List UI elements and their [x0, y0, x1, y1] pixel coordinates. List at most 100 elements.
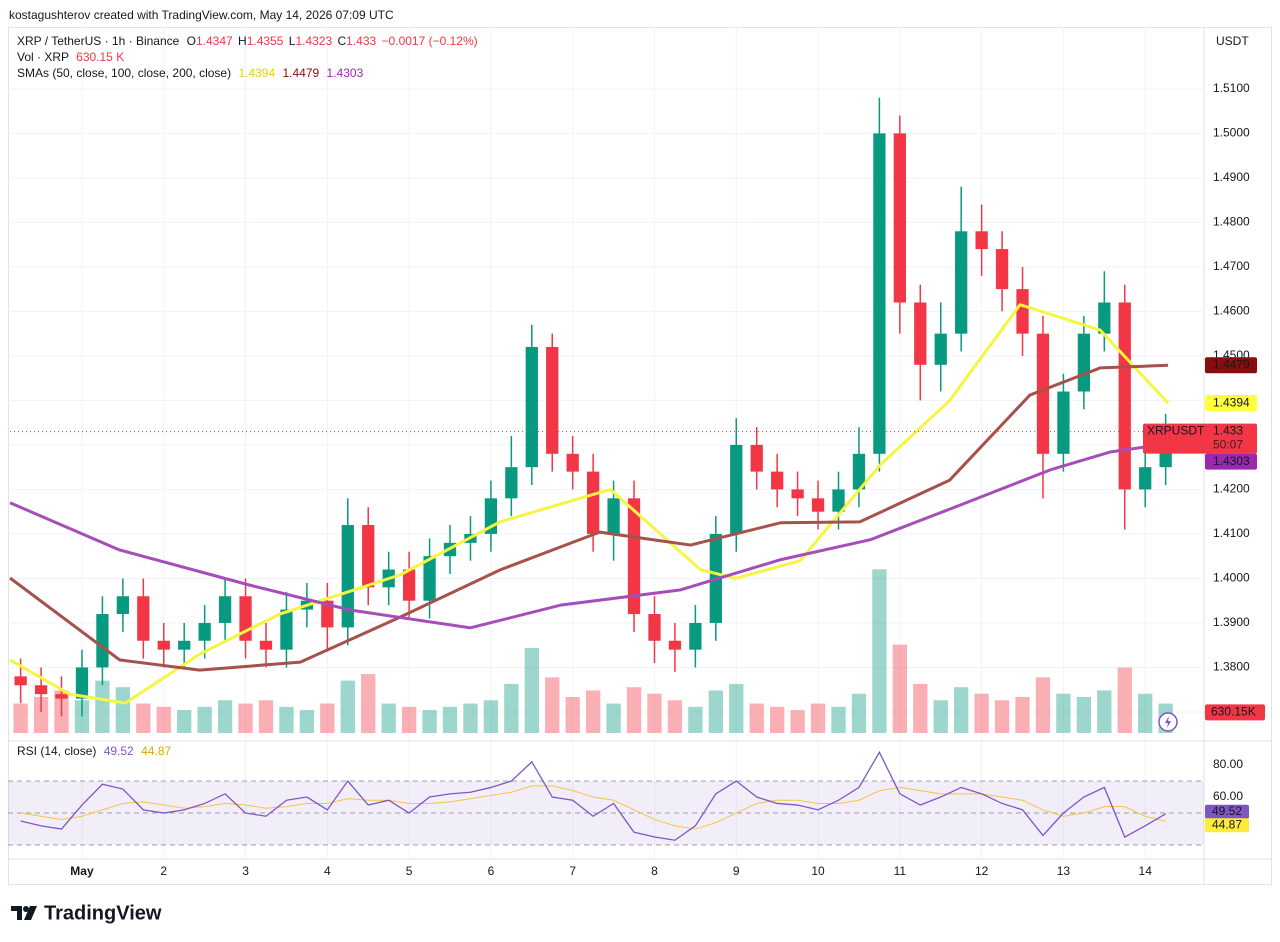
volume-bar	[1035, 677, 1051, 733]
candle-body	[137, 596, 150, 641]
candle-body	[14, 676, 27, 686]
ohlc-value: 1.433	[346, 34, 376, 48]
rsi-title: RSI (14, close)	[17, 744, 96, 758]
legend-volume: Vol · XRP 630.15 K	[17, 50, 124, 64]
volume-bar	[749, 703, 764, 733]
candle-body	[627, 498, 641, 615]
volume-bar	[197, 706, 212, 733]
volume-tag: 630.15K	[1211, 705, 1256, 719]
legend-sma: SMAs (50, close, 100, close, 200, close)…	[17, 66, 364, 80]
volume-bar	[217, 700, 233, 733]
ohlc-value: 1.4347	[196, 34, 233, 48]
volume-bar	[1138, 693, 1153, 733]
rsi-value: 49.52	[104, 744, 134, 758]
attribution: kostagushterov created with TradingView.…	[9, 8, 394, 22]
brand-logo: TradingView	[11, 902, 162, 924]
grid	[8, 27, 1204, 858]
volume-bar	[831, 706, 846, 733]
volume-bar	[708, 690, 723, 733]
rsi-tag: 44.87	[1212, 817, 1242, 831]
candle-body	[259, 640, 273, 650]
candle-body	[648, 614, 661, 641]
candle-body	[1077, 333, 1090, 392]
y-tick-label: 1.4100	[1213, 526, 1250, 540]
volume-bar	[340, 680, 355, 733]
sma-tag-bg	[1205, 395, 1257, 412]
legend-rsi: RSI (14, close) 49.52 44.87	[17, 744, 171, 758]
y-tick-label: 1.3800	[1213, 660, 1250, 674]
volume-bar	[974, 693, 989, 733]
candle-body	[280, 609, 293, 650]
volume-bar	[954, 687, 969, 733]
candle-body	[218, 596, 232, 623]
candle-body	[505, 467, 518, 499]
ohlc-value: 1.4323	[295, 34, 332, 48]
volume-bar	[258, 700, 274, 733]
volume-bar	[483, 700, 499, 733]
x-tick-label: 8	[651, 864, 658, 878]
candle-body	[55, 694, 68, 699]
y-tick-label: 1.4800	[1213, 215, 1250, 229]
y-tick-label: 1.4200	[1213, 482, 1250, 496]
volume-bar	[381, 703, 396, 733]
candle-body	[750, 444, 763, 472]
ohlc-prefix: H	[238, 34, 247, 48]
rsi-tick-label: 60.00	[1213, 789, 1243, 803]
y-tick-label: 1.4700	[1213, 259, 1250, 273]
symbol-tag: XRPUSDT	[1147, 424, 1205, 438]
candle-body	[546, 347, 559, 454]
rsi-line	[20, 750, 1166, 841]
logo-shape	[24, 906, 37, 920]
x-tick-label: 6	[488, 864, 495, 878]
candle-body	[811, 498, 825, 512]
y-tick-label: 1.4000	[1213, 571, 1250, 585]
candle-body	[873, 133, 886, 454]
candle-body	[1057, 391, 1070, 454]
x-tick-label: 4	[324, 864, 331, 878]
sma-line	[9, 303, 1170, 705]
last-price-tag-bg	[1143, 423, 1257, 454]
volume-bar	[156, 706, 171, 733]
candle-body	[587, 471, 600, 534]
sma-tag: 1.4303	[1213, 454, 1250, 468]
y-tick-label: 1.4600	[1213, 304, 1250, 318]
logo-shape	[11, 906, 22, 920]
volume-bar	[177, 710, 192, 733]
candle-body	[730, 444, 743, 534]
currency: USDT	[1216, 34, 1249, 48]
candle-body	[955, 231, 968, 334]
logo-shape	[23, 906, 29, 912]
volume-bar	[688, 706, 703, 733]
volume-title: Vol · XRP	[17, 50, 69, 64]
volume-value: 630.15 K	[76, 50, 124, 64]
x-tick-label: 3	[242, 864, 249, 878]
volume-bar	[115, 687, 131, 733]
x-tick-label: 5	[406, 864, 413, 878]
candle-body	[525, 347, 538, 468]
volume-bar	[851, 693, 867, 733]
y-tick-label: 1.4900	[1213, 170, 1250, 184]
volume-bar	[401, 706, 417, 733]
volume-bar	[361, 674, 376, 733]
sma-tag-bg	[1205, 357, 1257, 374]
candle-body	[975, 231, 988, 250]
countdown: 50:07	[1213, 438, 1243, 452]
candle-body	[607, 498, 620, 534]
alert-bolt	[1165, 716, 1171, 728]
y-tick-label: 1.5000	[1213, 126, 1250, 140]
y-tick-label: 1.5100	[1213, 81, 1250, 95]
volume-bar	[33, 697, 49, 733]
sma-line	[9, 442, 1169, 630]
candle-body	[116, 596, 129, 615]
symbol: XRP / TetherUS · 1h · Binance	[17, 34, 180, 48]
rsi-tag-bg	[1205, 804, 1249, 819]
volume-bar	[1056, 693, 1071, 733]
rsi-line	[20, 785, 1166, 830]
change: −0.0017 (−0.12%)	[382, 34, 478, 48]
candles	[14, 97, 1172, 717]
volume-bar	[872, 569, 887, 733]
x-tick-label: 10	[811, 864, 825, 878]
volume-bar	[504, 683, 519, 733]
